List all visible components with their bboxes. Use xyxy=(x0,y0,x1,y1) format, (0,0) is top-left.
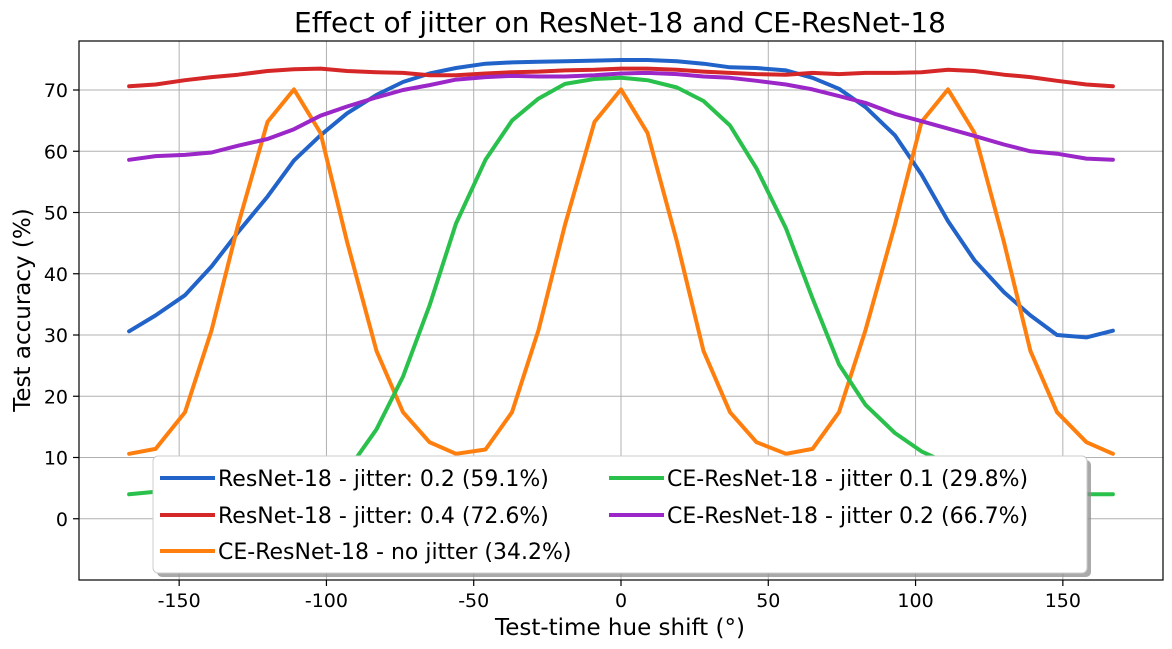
y-tick-label: 30 xyxy=(44,325,68,347)
y-tick-label: 70 xyxy=(44,80,68,102)
x-tick-label: 0 xyxy=(615,590,627,612)
legend-label: ResNet-18 - jitter: 0.4 (72.6%) xyxy=(218,504,549,529)
series-line xyxy=(127,66,1115,89)
x-tick-label: -50 xyxy=(458,590,489,612)
y-tick-label: 60 xyxy=(44,141,68,163)
y-tick-label: 20 xyxy=(44,386,68,408)
series-line xyxy=(127,58,1115,340)
x-axis-label: Test-time hue shift (°) xyxy=(494,615,745,641)
series-line xyxy=(127,70,1115,162)
y-tick-label: 40 xyxy=(44,264,68,286)
x-tick-label: -150 xyxy=(158,590,201,612)
legend: ResNet-18 - jitter: 0.2 (59.1%) ResNet-18… xyxy=(152,455,1091,577)
x-tick-label: -100 xyxy=(305,590,348,612)
tick-layer: -150 -100 -50 0 50 100 150 0 10 20 30 40 50 60 70 xyxy=(44,80,1081,612)
legend-label: CE-ResNet-18 - jitter 0.1 (29.8%) xyxy=(667,467,1028,492)
x-tick-label: 100 xyxy=(897,590,933,612)
x-tick-label: 50 xyxy=(756,590,780,612)
legend-label: CE-ResNet-18 - jitter 0.2 (66.7%) xyxy=(667,504,1028,529)
y-tick-label: 50 xyxy=(44,203,68,225)
x-tick-label: 150 xyxy=(1045,590,1081,612)
y-tick-label: 10 xyxy=(44,448,68,470)
chart-title: Effect of jitter on ResNet-18 and CE-Res… xyxy=(294,6,946,39)
series-line xyxy=(127,87,1115,456)
y-tick-label: 0 xyxy=(56,509,68,531)
legend-items: ResNet-18 - jitter: 0.2 (59.1%) ResNet-18… xyxy=(160,467,1028,565)
legend-label: CE-ResNet-18 - no jitter (34.2%) xyxy=(218,540,571,565)
legend-label: ResNet-18 - jitter: 0.2 (59.1%) xyxy=(218,467,549,492)
y-axis-label: Test accuracy (%) xyxy=(10,208,36,413)
